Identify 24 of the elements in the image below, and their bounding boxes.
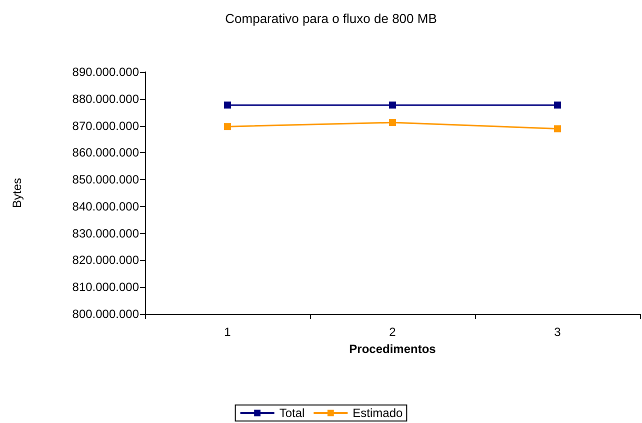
x-axis-title: Procedimentos (349, 342, 436, 356)
point (224, 102, 231, 109)
legend-label: Estimado (352, 406, 404, 420)
y-tick-label: 810.000.000 (72, 280, 140, 294)
point (389, 119, 396, 126)
x-tick-label: 3 (554, 325, 562, 339)
y-tick-label: 820.000.000 (72, 253, 140, 268)
y-axis-title: Bytes (10, 178, 24, 208)
legend-label: Total (279, 406, 305, 420)
point (554, 125, 561, 132)
y-tick-label: 800.000.000 (72, 307, 140, 321)
y-tick-label: 850.000.000 (72, 172, 140, 187)
y-tick-label: 860.000.000 (72, 146, 140, 160)
point (554, 102, 561, 109)
x-tick-label: 2 (389, 325, 396, 339)
y-tick-label: 880.000.000 (72, 92, 140, 106)
point (224, 123, 231, 130)
x-tick-label: 1 (224, 325, 232, 339)
chart-title: Comparativo para o fluxo de 800 MB (225, 11, 437, 26)
y-tick-label: 890.000.000 (72, 65, 140, 79)
y-tick-label: 840.000.000 (72, 199, 140, 214)
point (389, 102, 396, 109)
y-tick-label: 830.000.000 (72, 226, 140, 240)
y-tick-label: 870.000.000 (72, 118, 140, 133)
